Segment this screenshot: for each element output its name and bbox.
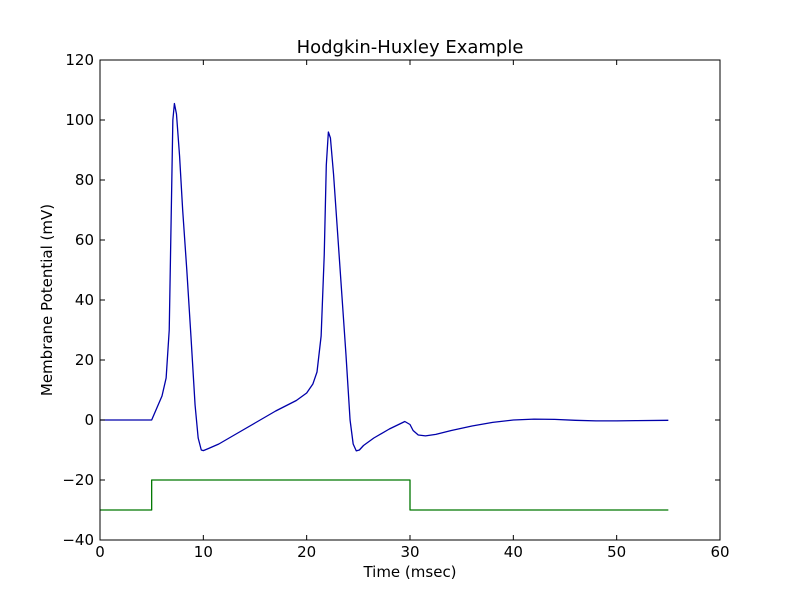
y-tick-label: 20	[75, 351, 94, 369]
y-tick-label: 100	[65, 111, 94, 129]
plot-area	[100, 60, 720, 540]
chart-title: Hodgkin-Huxley Example	[297, 37, 524, 58]
y-tick-label: 80	[75, 171, 94, 189]
y-tick-label: 60	[75, 231, 94, 249]
y-tick-label: 120	[65, 51, 94, 69]
x-tick-label: 60	[710, 543, 729, 561]
x-tick-label: 20	[297, 543, 316, 561]
y-tick-label: −20	[62, 471, 94, 489]
x-tick-label: 50	[607, 543, 626, 561]
x-tick-label: 10	[194, 543, 213, 561]
x-tick-label: 40	[504, 543, 523, 561]
y-tick-label: −40	[62, 531, 94, 549]
plot-frame	[99, 59, 721, 541]
x-tick-label: 0	[95, 543, 105, 561]
series-line-membrane-potential	[100, 102, 669, 452]
y-tick-label: 40	[75, 291, 94, 309]
y-axis-label: Membrane Potential (mV)	[38, 204, 56, 396]
y-tick-label: 0	[84, 411, 94, 429]
tick-layer: 0 10 20 30 40 50 60 −40 −20 0 20 40 60 80 100 120	[62, 51, 729, 561]
x-axis-label: Time (msec)	[362, 563, 456, 581]
series-layer	[100, 102, 669, 511]
x-tick-label: 30	[400, 543, 419, 561]
series-line-stimulus-current	[100, 479, 669, 511]
